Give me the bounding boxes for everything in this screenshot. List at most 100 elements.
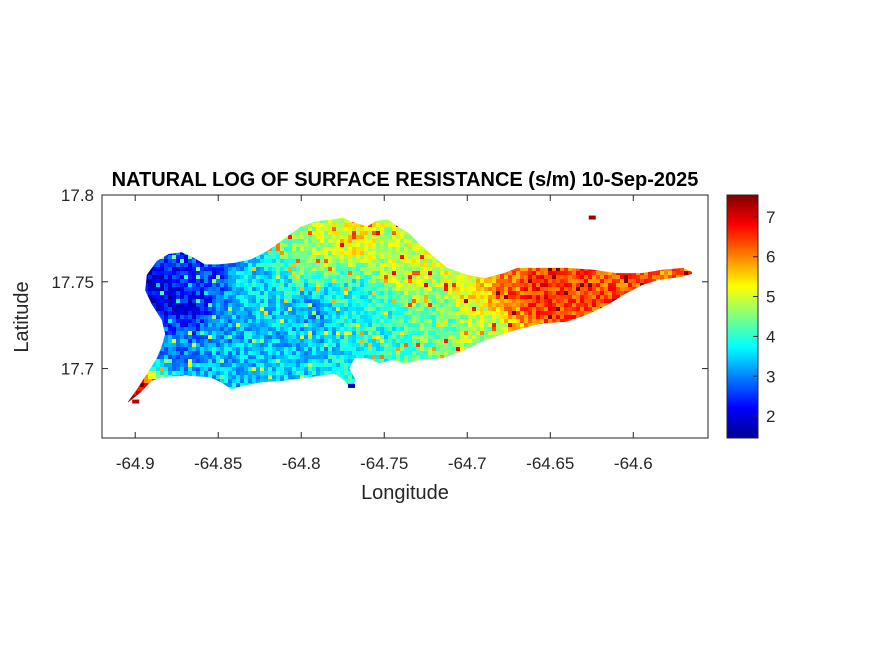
field-cell: [180, 299, 184, 303]
field-cell: [444, 323, 448, 327]
field-cell: [588, 307, 592, 311]
field-cell: [216, 279, 220, 283]
field-cell: [312, 243, 316, 247]
field-cell: [348, 315, 352, 319]
field-cell: [472, 283, 476, 287]
field-cell: [384, 243, 388, 247]
field-cell: [364, 315, 368, 319]
field-cell: [380, 335, 384, 339]
field-cell: [424, 295, 428, 299]
field-cell: [156, 283, 160, 287]
field-cell: [292, 355, 296, 359]
field-cell: [216, 275, 220, 279]
field-cell: [616, 291, 620, 295]
field-cell: [232, 279, 236, 283]
field-cell: [236, 287, 240, 291]
field-cell: [272, 335, 276, 339]
field-cell: [476, 339, 480, 343]
field-cell: [372, 235, 376, 239]
field-cell: [156, 279, 160, 283]
field-cell: [348, 247, 352, 251]
field-cell: [288, 315, 292, 319]
field-cell: [200, 339, 204, 343]
field-cell: [324, 319, 328, 323]
field-cell: [168, 323, 172, 327]
field-cell: [380, 303, 384, 307]
field-cell: [272, 279, 276, 283]
field-cell: [552, 283, 556, 287]
field-cell: [320, 355, 324, 359]
field-cell: [384, 303, 388, 307]
field-cell: [432, 303, 436, 307]
field-cell: [500, 299, 504, 303]
field-cell: [304, 323, 308, 327]
field-cell: [304, 279, 308, 283]
field-cell: [232, 315, 236, 319]
field-cell: [296, 315, 300, 319]
field-cell: [360, 275, 364, 279]
field-cell: [564, 311, 568, 315]
field-cell: [476, 327, 480, 331]
field-cell: [196, 343, 200, 347]
field-cell: [316, 259, 320, 263]
field-cell: [164, 291, 168, 295]
field-cell: [320, 323, 324, 327]
field-cell: [312, 227, 316, 231]
field-cell: [652, 271, 656, 275]
field-cell: [444, 303, 448, 307]
field-cell: [532, 319, 536, 323]
field-cell: [348, 351, 352, 355]
field-cell: [580, 295, 584, 299]
field-cell: [540, 279, 544, 283]
field-cell: [432, 343, 436, 347]
field-cell: [328, 355, 332, 359]
field-cell: [272, 347, 276, 351]
field-cell: [184, 311, 188, 315]
field-cell: [332, 259, 336, 263]
field-cell: [300, 243, 304, 247]
field-cell: [468, 319, 472, 323]
field-cell: [332, 287, 336, 291]
field-cell: [588, 291, 592, 295]
field-cell: [260, 259, 264, 263]
field-cell: [384, 291, 388, 295]
field-cell: [592, 291, 596, 295]
field-cell: [248, 327, 252, 331]
field-cell: [556, 283, 560, 287]
field-cell: [196, 299, 200, 303]
field-cell: [244, 327, 248, 331]
field-cell: [328, 279, 332, 283]
field-cell: [468, 327, 472, 331]
field-cell: [300, 299, 304, 303]
field-cell: [400, 323, 404, 327]
field-cell: [216, 339, 220, 343]
field-cell: [500, 291, 504, 295]
field-cell: [184, 327, 188, 331]
field-cell: [548, 279, 552, 283]
field-cell: [276, 323, 280, 327]
field-cell: [308, 263, 312, 267]
field-cell: [276, 259, 280, 263]
field-cell: [576, 295, 580, 299]
field-cell: [456, 295, 460, 299]
field-cell: [216, 331, 220, 335]
field-cell: [200, 267, 204, 271]
field-cell: [312, 231, 316, 235]
field-cell: [236, 335, 240, 339]
field-cell: [452, 327, 456, 331]
field-cell: [428, 283, 432, 287]
field-cell: [364, 267, 368, 271]
field-cell: [312, 339, 316, 343]
field-cell: [352, 339, 356, 343]
field-cell: [188, 331, 192, 335]
field-cell: [316, 327, 320, 331]
field-cell: [260, 307, 264, 311]
field-cell: [608, 287, 612, 291]
field-cell: [312, 259, 316, 263]
field-cell: [308, 235, 312, 239]
field-cell: [384, 279, 388, 283]
field-cell: [256, 327, 260, 331]
field-cell: [400, 311, 404, 315]
field-cell: [568, 311, 572, 315]
field-cell: [160, 259, 164, 263]
